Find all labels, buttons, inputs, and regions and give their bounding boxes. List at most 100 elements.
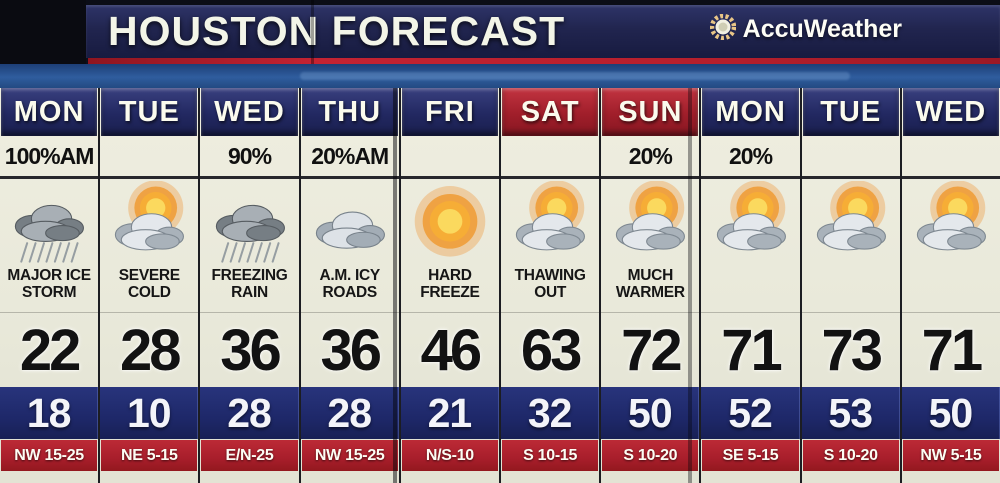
day-label: TUE [802, 88, 899, 136]
precip-chance: 20% [601, 136, 700, 179]
precip-chance: 100%AM [0, 136, 99, 179]
forecast-column-sat: SAT THAWING OUT 63 32 S 10-15 [501, 88, 602, 483]
video-wall-seam [393, 88, 397, 483]
wind-label: S 10-20 [802, 440, 899, 471]
wind-cell: NW 5-15 [901, 439, 1000, 483]
studio-corner-dark [0, 0, 86, 64]
condition-label: MAJOR ICE STORM [7, 267, 91, 302]
wind-label: SE 5-15 [702, 440, 799, 471]
high-temp: 28 [100, 312, 199, 387]
precip-chance [501, 136, 600, 179]
condition-label: MUCH WARMER [615, 267, 685, 302]
wind-cell: NW 15-25 [300, 439, 399, 483]
forecast-column-wed: WED 71 50 NW 5-15 [901, 88, 1000, 483]
day-label: FRI [401, 88, 499, 136]
wind-cell: S 10-20 [801, 439, 900, 483]
precip-chance: 20% [701, 136, 800, 179]
forecast-board: MON 100%AM MAJOR ICE STORM 22 18 NW 15-25 TUE SE… [0, 88, 1000, 483]
studio-background-strip [0, 64, 1000, 88]
condition-label: SEVERE COLD [118, 267, 180, 302]
day-label: THU [301, 88, 398, 136]
high-temp: 72 [601, 312, 700, 387]
wind-cell: S 10-15 [501, 439, 600, 483]
precip-chance: 90% [200, 136, 299, 179]
forecast-column-fri: FRI HARD FREEZE 46 21 N/S-10 [400, 88, 502, 483]
video-wall-seam [311, 0, 314, 64]
low-temp: 52 [701, 387, 800, 439]
forecast-column-mon: MON 100%AM MAJOR ICE STORM 22 18 NW 15-25 [0, 88, 101, 483]
high-temp: 36 [200, 312, 299, 387]
high-temp: 71 [901, 312, 1000, 387]
banner-underline [88, 58, 1000, 64]
weather-icon-sun [401, 179, 499, 265]
wind-cell: NW 15-25 [0, 439, 99, 483]
forecast-column-wed: WED 90% FREEZING RAIN 36 28 E/N-25 [200, 88, 301, 483]
weather-icon-sun-cloud [501, 179, 599, 265]
weather-icon-sun-cloud [802, 179, 900, 265]
low-temp: 10 [100, 387, 199, 439]
high-temp: 63 [501, 312, 600, 387]
condition-label: HARD FREEZE [420, 267, 480, 302]
forecast-column-tue: TUE 73 53 S 10-20 [801, 88, 902, 483]
low-temp: 50 [601, 387, 700, 439]
high-temp: 71 [701, 312, 800, 387]
wind-label: N/S-10 [401, 440, 499, 471]
video-wall-seam [688, 88, 692, 483]
forecast-column-tue: TUE SEVERE COLD 28 10 NE 5-15 [100, 88, 201, 483]
day-label: MON [1, 88, 98, 136]
day-label: WED [201, 88, 298, 136]
weather-icon-cloudy [301, 179, 399, 265]
weather-icon-sun-cloud [601, 179, 699, 265]
wind-label: NW 15-25 [1, 440, 98, 471]
page-title: HOUSTON FORECAST [108, 8, 566, 54]
accuweather-wordmark: AccuWeather [742, 15, 902, 43]
precip-chance [400, 136, 500, 179]
day-label: WED [902, 88, 1000, 136]
weather-icon-sun-cloud [902, 179, 1000, 265]
wind-label: S 10-20 [602, 440, 699, 471]
low-temp: 32 [501, 387, 600, 439]
low-temp: 21 [400, 387, 500, 439]
high-temp: 73 [801, 312, 900, 387]
day-label: TUE [101, 88, 198, 136]
day-label: MON [702, 88, 799, 136]
forecast-column-sun: SUN 20% MUCH WARMER 72 50 S 10-20 [601, 88, 702, 483]
condition-label [802, 265, 900, 312]
wind-label: NE 5-15 [101, 440, 198, 471]
low-temp: 18 [0, 387, 99, 439]
wind-cell: S 10-20 [601, 439, 700, 483]
high-temp: 36 [300, 312, 399, 387]
low-temp: 28 [300, 387, 399, 439]
day-label: SAT [502, 88, 599, 136]
weather-icon-sun-cloud [701, 179, 799, 265]
precip-chance: 20%AM [300, 136, 399, 179]
accuweather-sun-icon [709, 13, 736, 45]
condition-label [902, 265, 1000, 312]
wind-cell: N/S-10 [400, 439, 500, 483]
accuweather-logo: AccuWeather [709, 13, 902, 45]
low-temp: 50 [901, 387, 1000, 439]
day-label: SUN [602, 88, 699, 136]
wind-cell: NE 5-15 [100, 439, 199, 483]
precip-chance [100, 136, 199, 179]
weather-icon-sun-cloud [100, 179, 198, 265]
low-temp: 53 [801, 387, 900, 439]
low-temp: 28 [200, 387, 299, 439]
wind-cell: E/N-25 [200, 439, 299, 483]
header-banner: HOUSTON FORECAST [86, 5, 1000, 58]
condition-label: FREEZING RAIN [211, 267, 288, 302]
weather-icon-storm-rain [0, 179, 98, 265]
forecast-column-mon: MON 20% 71 52 SE 5-15 [701, 88, 802, 483]
wind-label: S 10-15 [502, 440, 599, 471]
high-temp: 22 [0, 312, 99, 387]
wind-label: E/N-25 [201, 440, 298, 471]
condition-label [701, 265, 799, 312]
wind-cell: SE 5-15 [701, 439, 800, 483]
wind-label: NW 15-25 [301, 440, 398, 471]
precip-chance [801, 136, 900, 179]
precip-chance [901, 136, 1000, 179]
condition-label: THAWING OUT [514, 267, 586, 302]
weather-icon-storm-rain [200, 179, 298, 265]
forecast-column-thu: THU 20%AM A.M. ICY ROADS 36 28 NW 15-25 [300, 88, 401, 483]
